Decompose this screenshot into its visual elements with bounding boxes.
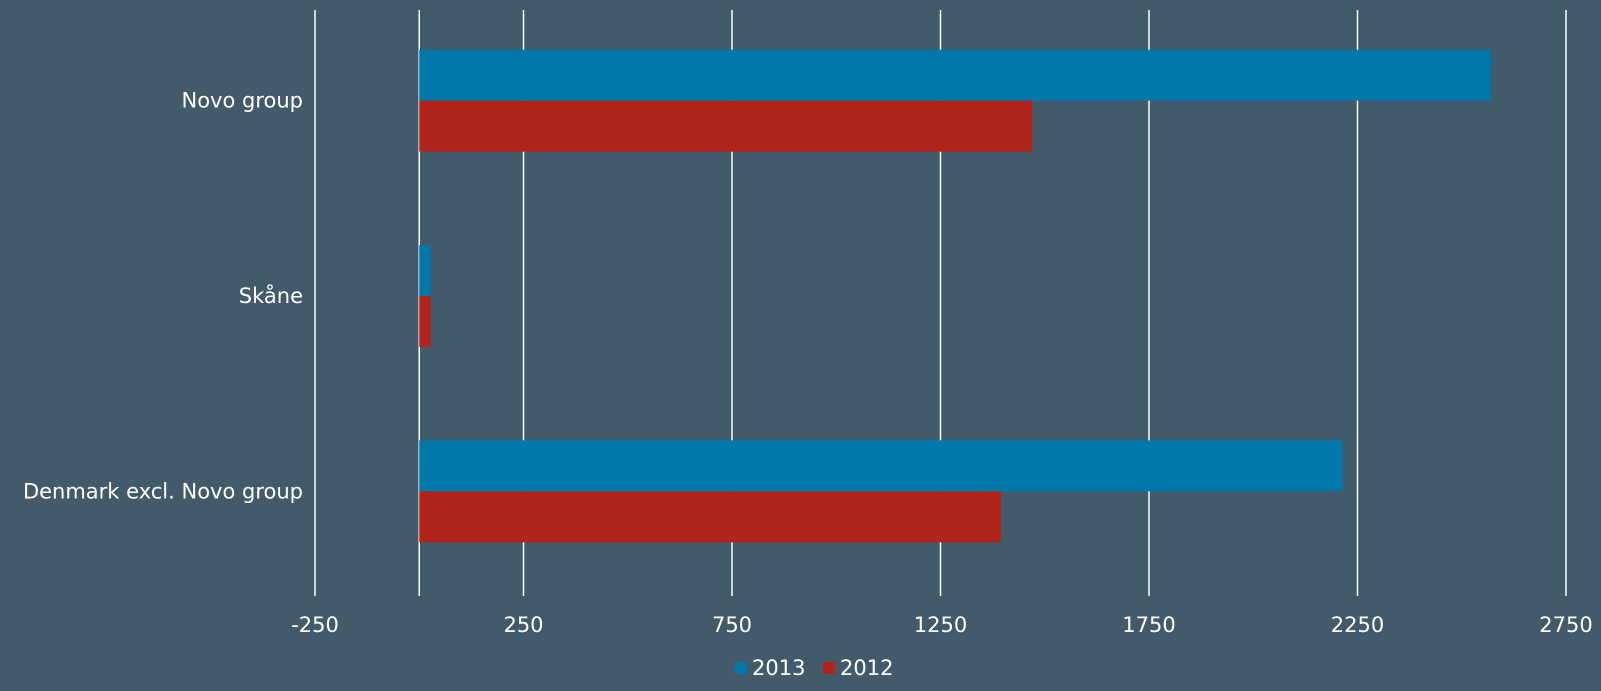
legend: 2013 2012 — [735, 656, 893, 680]
x-axis-ticks: -250 250 750 1250 1750 2250 2750 — [291, 613, 1593, 637]
x-tick-label: 750 — [712, 613, 752, 637]
bars — [419, 49, 1491, 543]
x-tick-label: 2250 — [1331, 613, 1384, 637]
legend-label: 2012 — [840, 656, 893, 680]
x-tick-label: 1250 — [914, 613, 967, 637]
category-label: Skåne — [239, 283, 303, 308]
legend-swatch — [735, 662, 747, 674]
bar-2012 — [419, 491, 1001, 543]
bar-2012 — [419, 296, 431, 347]
category-label: Novo group — [182, 89, 304, 113]
category-labels: Novo group Skåne Denmark excl. Novo group — [23, 89, 303, 504]
x-tick-label: 1750 — [1122, 613, 1175, 637]
bar-2013 — [419, 245, 431, 296]
x-tick-label: 250 — [503, 613, 543, 637]
bar-2013 — [419, 49, 1491, 101]
bar-2012 — [419, 100, 1033, 152]
bar-2013 — [419, 440, 1343, 492]
legend-swatch — [823, 662, 835, 674]
x-tick-label: -250 — [291, 613, 339, 637]
category-label: Denmark excl. Novo group — [23, 479, 303, 503]
legend-label: 2013 — [752, 656, 805, 680]
x-tick-label: 2750 — [1539, 613, 1592, 637]
